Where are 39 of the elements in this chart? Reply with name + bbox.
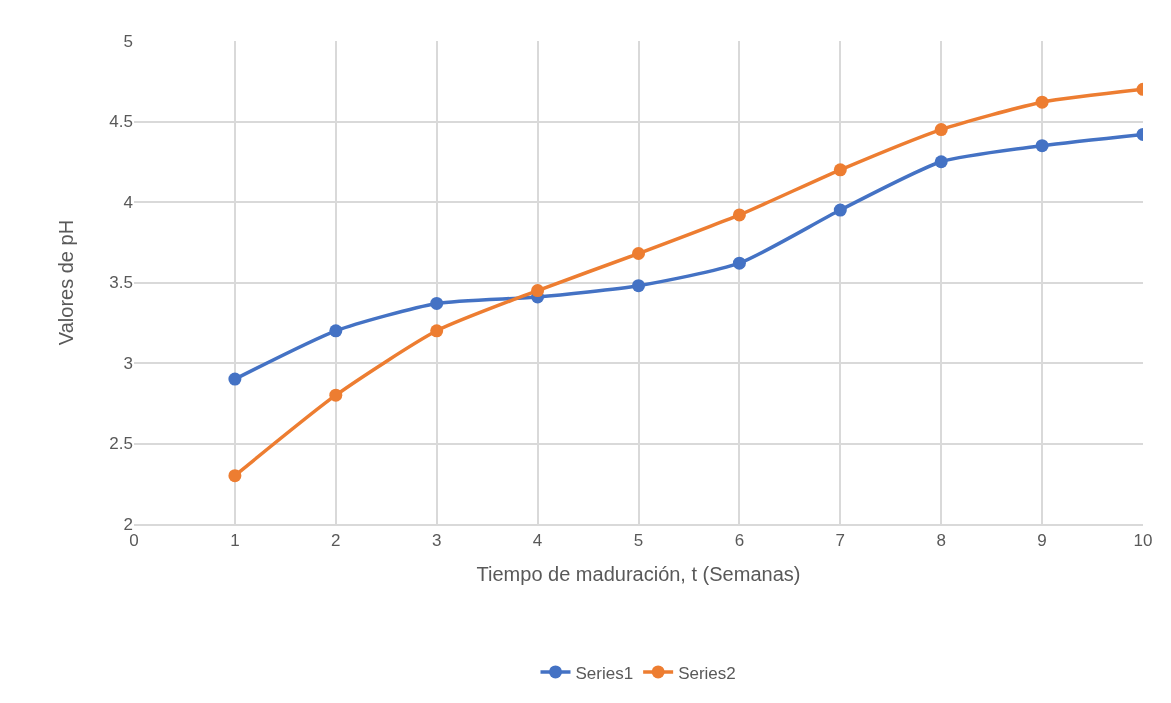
x-tick-label: 4 <box>532 531 543 551</box>
y-tick-label: 2 <box>123 514 133 534</box>
point <box>934 123 948 137</box>
x-tick-label: 2 <box>331 531 341 551</box>
y-tick-label: 2.5 <box>109 434 133 454</box>
point <box>430 324 444 338</box>
x-tick-label: 10 <box>1133 531 1153 551</box>
point <box>228 372 242 386</box>
point <box>833 203 847 217</box>
point <box>934 155 948 169</box>
x-tick-label: 8 <box>936 531 946 551</box>
legend-label: Series1 <box>575 663 634 683</box>
point <box>732 256 746 270</box>
legend-label: Series2 <box>678 663 736 683</box>
x-tick-label: 1 <box>230 531 240 551</box>
point <box>1035 139 1049 153</box>
y-tick-label: 4.5 <box>109 112 133 132</box>
point <box>329 324 343 338</box>
point <box>430 296 444 310</box>
x-tick-label: 5 <box>633 531 644 551</box>
y-tick-label: 4 <box>123 192 133 212</box>
x-axis-title: Tiempo de maduración, t (Semanas) <box>476 563 801 586</box>
point <box>228 469 242 483</box>
x-tick-label: 7 <box>835 531 846 551</box>
y-axis-title: Valores de pH <box>54 219 77 346</box>
x-tick-label: 6 <box>734 531 745 551</box>
y-tick-label: 5 <box>123 31 133 51</box>
point <box>732 208 746 222</box>
x-tick-label: 0 <box>129 531 139 551</box>
point <box>329 388 343 402</box>
y-tick-label: 3 <box>123 353 133 373</box>
y-tick-label: 3.5 <box>109 273 133 293</box>
x-tick-label: 9 <box>1037 531 1047 551</box>
point <box>531 284 545 298</box>
point <box>1035 95 1049 109</box>
point <box>632 279 645 293</box>
point <box>632 247 645 261</box>
x-tick-label: 3 <box>431 531 442 551</box>
point <box>833 163 847 177</box>
